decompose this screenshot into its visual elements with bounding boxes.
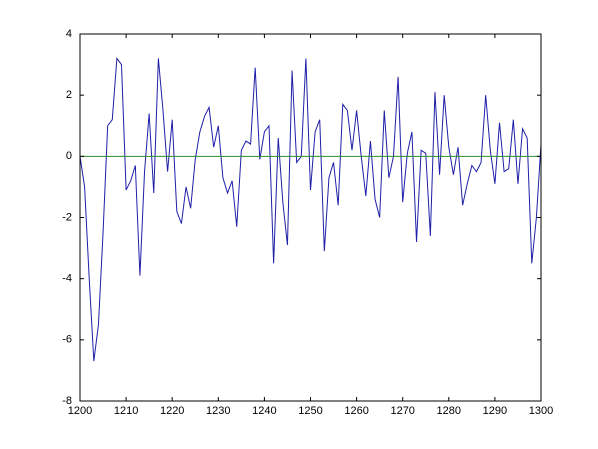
y-tick-label: 2: [66, 89, 72, 101]
x-tick-label: 1250: [298, 405, 322, 417]
plot-area: [80, 34, 541, 401]
x-tick-label: 1280: [437, 405, 461, 417]
x-tick-label: 1220: [160, 405, 184, 417]
data-line: [79, 57, 542, 362]
x-tick-label: 1240: [252, 405, 276, 417]
y-tick-label: -6: [62, 334, 72, 346]
y-tick-label: -4: [62, 273, 72, 285]
y-tick-label: 0: [66, 150, 72, 162]
x-tick-label: 1270: [390, 405, 414, 417]
x-tick-label: 1290: [483, 405, 507, 417]
x-tick-label: 1230: [206, 405, 230, 417]
y-tick-label: -8: [62, 395, 72, 407]
x-tick-label: 1200: [68, 405, 92, 417]
x-tick-label: 1260: [344, 405, 368, 417]
y-tick-label: -2: [62, 211, 72, 223]
x-tick-label: 1300: [529, 405, 553, 417]
y-tick-label: 4: [66, 28, 72, 40]
x-tick-label: 1210: [114, 405, 138, 417]
